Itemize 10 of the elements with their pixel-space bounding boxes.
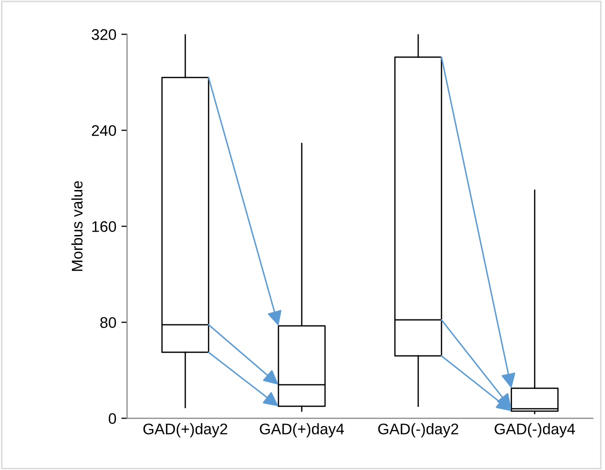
x-tick-label: GAD(-)day2 xyxy=(378,423,458,438)
y-tick-label: 240 xyxy=(92,125,116,136)
y-axis-title: Morbus value xyxy=(71,181,83,271)
x-tick-label: GAD(-)day4 xyxy=(494,423,575,438)
x-tick-label: GAD(+)day4 xyxy=(260,423,344,438)
y-tick-label: 320 xyxy=(92,29,116,40)
x-tick-label: GAD(+)day2 xyxy=(143,423,228,438)
y-tick-label: 0 xyxy=(108,413,116,424)
y-tick-label: 160 xyxy=(92,221,116,232)
y-tick-label: 80 xyxy=(100,317,116,328)
